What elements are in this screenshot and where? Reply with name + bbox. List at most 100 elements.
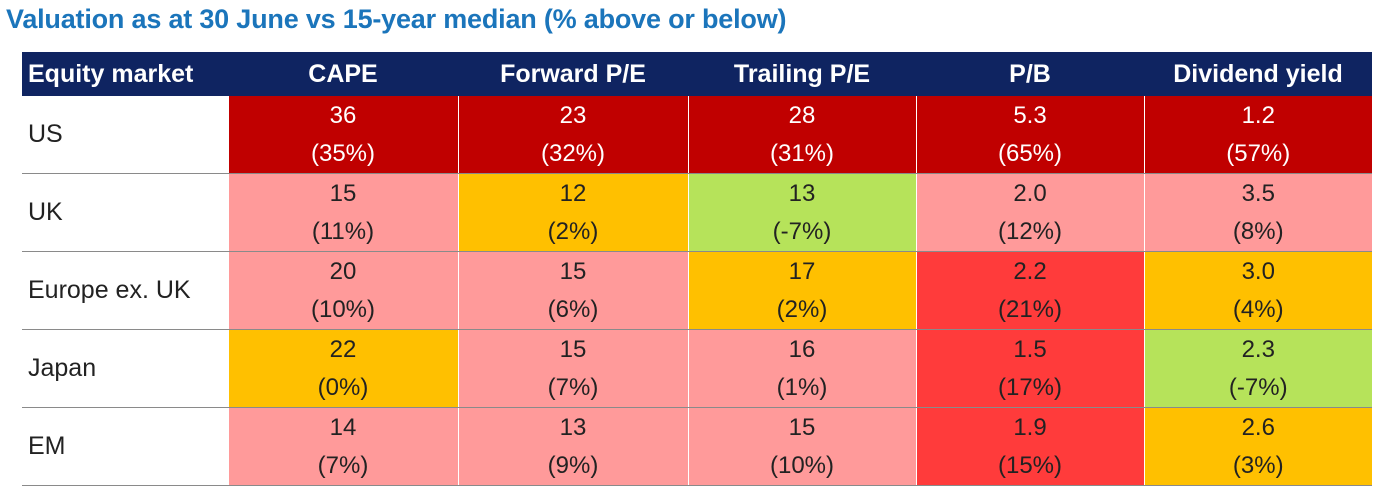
cell-content: 2.3 (-7%)	[1145, 333, 1373, 405]
value-cell-forward-pe: 23 (32%)	[457, 96, 688, 174]
cell-percent-vs-median: (6%)	[547, 295, 599, 323]
cell-percent-vs-median: (10%)	[310, 295, 376, 323]
cell-value: 14	[329, 413, 357, 441]
market-label: Europe ex. UK	[22, 251, 228, 330]
cell-value: 13	[788, 179, 816, 207]
cell-content: 2.0 (12%)	[917, 177, 1144, 249]
cell-percent-vs-median: (32%)	[540, 139, 606, 167]
cell-percent-vs-median: (15%)	[997, 451, 1063, 479]
value-cell-cape: 36 (35%)	[227, 96, 458, 174]
cell-content: 17 (2%)	[689, 255, 916, 327]
cell-percent-vs-median: (21%)	[997, 295, 1063, 323]
cell-content: 14 (7%)	[229, 411, 458, 483]
cell-value: 15	[788, 413, 816, 441]
cell-value: 3.5	[1241, 179, 1275, 207]
value-cell-cape: 14 (7%)	[227, 407, 458, 486]
column-header-trailing-pe: Trailing P/E	[688, 52, 916, 96]
cell-percent-vs-median: (8%)	[1232, 217, 1284, 245]
cell-content: 12 (2%)	[459, 177, 688, 249]
market-label: UK	[22, 173, 228, 252]
cell-value: 36	[329, 101, 357, 129]
cell-value: 15	[559, 335, 587, 363]
cell-content: 2.6 (3%)	[1145, 411, 1373, 483]
cell-percent-vs-median: (65%)	[997, 139, 1063, 167]
table-row: Europe ex. UK 20 (10%) 15 (6%) 17 (2%) 2.2 (21%)…	[22, 251, 1373, 330]
cell-content: 13 (-7%)	[689, 177, 916, 249]
cell-value: 2.3	[1241, 335, 1275, 363]
value-cell-dividend-yield: 3.0 (4%)	[1143, 251, 1373, 330]
table-row: EM 14 (7%) 13 (9%) 15 (10%) 1.9 (15%) 2.6 (3%)	[22, 407, 1373, 486]
value-cell-trailing-pe: 17 (2%)	[687, 251, 916, 330]
value-cell-forward-pe: 15 (7%)	[457, 329, 688, 408]
cell-content: 2.2 (21%)	[917, 255, 1144, 327]
column-header-dividend-yield: Dividend yield	[1144, 52, 1372, 96]
chart-title: Valuation as at 30 June vs 15-year media…	[6, 4, 787, 34]
cell-value: 2.2	[1013, 257, 1047, 285]
cell-content: 3.0 (4%)	[1145, 255, 1373, 327]
value-cell-pb: 1.9 (15%)	[915, 407, 1144, 486]
cell-percent-vs-median: (57%)	[1226, 139, 1291, 167]
value-cell-dividend-yield: 2.3 (-7%)	[1143, 329, 1373, 408]
cell-content: 3.5 (8%)	[1145, 177, 1373, 249]
cell-value: 1.9	[1013, 413, 1047, 441]
cell-percent-vs-median: (0%)	[317, 373, 369, 401]
cell-content: 15 (7%)	[459, 333, 688, 405]
cell-percent-vs-median: (2%)	[776, 295, 828, 323]
cell-value: 23	[559, 101, 587, 129]
cell-content: 15 (6%)	[459, 255, 688, 327]
value-cell-dividend-yield: 1.2 (57%)	[1143, 96, 1373, 174]
cell-percent-vs-median: (1%)	[776, 373, 828, 401]
cell-content: 15 (10%)	[689, 411, 916, 483]
cell-percent-vs-median: (7%)	[317, 451, 369, 479]
cell-percent-vs-median: (2%)	[547, 217, 599, 245]
value-cell-forward-pe: 15 (6%)	[457, 251, 688, 330]
cell-content: 1.9 (15%)	[917, 411, 1144, 483]
cell-value: 1.2	[1241, 101, 1275, 129]
cell-value: 5.3	[1013, 101, 1047, 129]
value-cell-forward-pe: 13 (9%)	[457, 407, 688, 486]
cell-percent-vs-median: (3%)	[1232, 451, 1284, 479]
cell-percent-vs-median: (11%)	[311, 217, 375, 245]
cell-percent-vs-median: (12%)	[997, 217, 1063, 245]
cell-value: 20	[329, 257, 357, 285]
cell-value: 28	[788, 101, 816, 129]
market-label: Japan	[22, 329, 228, 408]
column-header-forward-pe: Forward P/E	[458, 52, 688, 96]
value-cell-pb: 5.3 (65%)	[915, 96, 1144, 174]
cell-content: 22 (0%)	[229, 333, 458, 405]
table-row: Japan 22 (0%) 15 (7%) 16 (1%) 1.5 (17%) 2.3 (-7%)	[22, 329, 1373, 408]
cell-percent-vs-median: (-7%)	[1228, 373, 1288, 401]
cell-value: 22	[329, 335, 357, 363]
cell-percent-vs-median: (-7%)	[772, 217, 832, 245]
cell-percent-vs-median: (10%)	[769, 451, 835, 479]
cell-percent-vs-median: (35%)	[310, 139, 376, 167]
cell-value: 15	[329, 179, 357, 207]
cell-percent-vs-median: (31%)	[769, 139, 835, 167]
table-row: UK 15 (11%) 12 (2%) 13 (-7%) 2.0 (12%) 3.5 (8%)	[22, 173, 1373, 252]
cell-value: 12	[559, 179, 587, 207]
cell-value: 15	[559, 257, 587, 285]
value-cell-trailing-pe: 15 (10%)	[687, 407, 916, 486]
value-cell-trailing-pe: 13 (-7%)	[687, 173, 916, 252]
value-cell-forward-pe: 12 (2%)	[457, 173, 688, 252]
table-row: US 36 (35%) 23 (32%) 28 (31%) 5.3 (65%) 1.2 (57%)	[22, 96, 1372, 174]
cell-content: 5.3 (65%)	[917, 99, 1144, 171]
cell-value: 2.6	[1241, 413, 1275, 441]
header-row: Equity market CAPE Forward P/E Trailing …	[22, 52, 1372, 96]
cell-content: 1.5 (17%)	[917, 333, 1144, 405]
cell-content: 20 (10%)	[229, 255, 458, 327]
value-cell-trailing-pe: 16 (1%)	[687, 329, 916, 408]
value-cell-cape: 22 (0%)	[227, 329, 458, 408]
cell-content: 1.2 (57%)	[1145, 99, 1373, 171]
cell-content: 16 (1%)	[689, 333, 916, 405]
cell-content: 28 (31%)	[689, 99, 916, 171]
value-cell-dividend-yield: 3.5 (8%)	[1143, 173, 1373, 252]
value-cell-dividend-yield: 2.6 (3%)	[1143, 407, 1373, 486]
cell-percent-vs-median: (17%)	[997, 373, 1063, 401]
cell-value: 13	[559, 413, 587, 441]
column-header-equity-market: Equity market	[22, 52, 228, 96]
cell-content: 13 (9%)	[459, 411, 688, 483]
value-cell-pb: 2.2 (21%)	[915, 251, 1144, 330]
market-label: EM	[22, 407, 228, 486]
column-header-pb: P/B	[916, 52, 1144, 96]
